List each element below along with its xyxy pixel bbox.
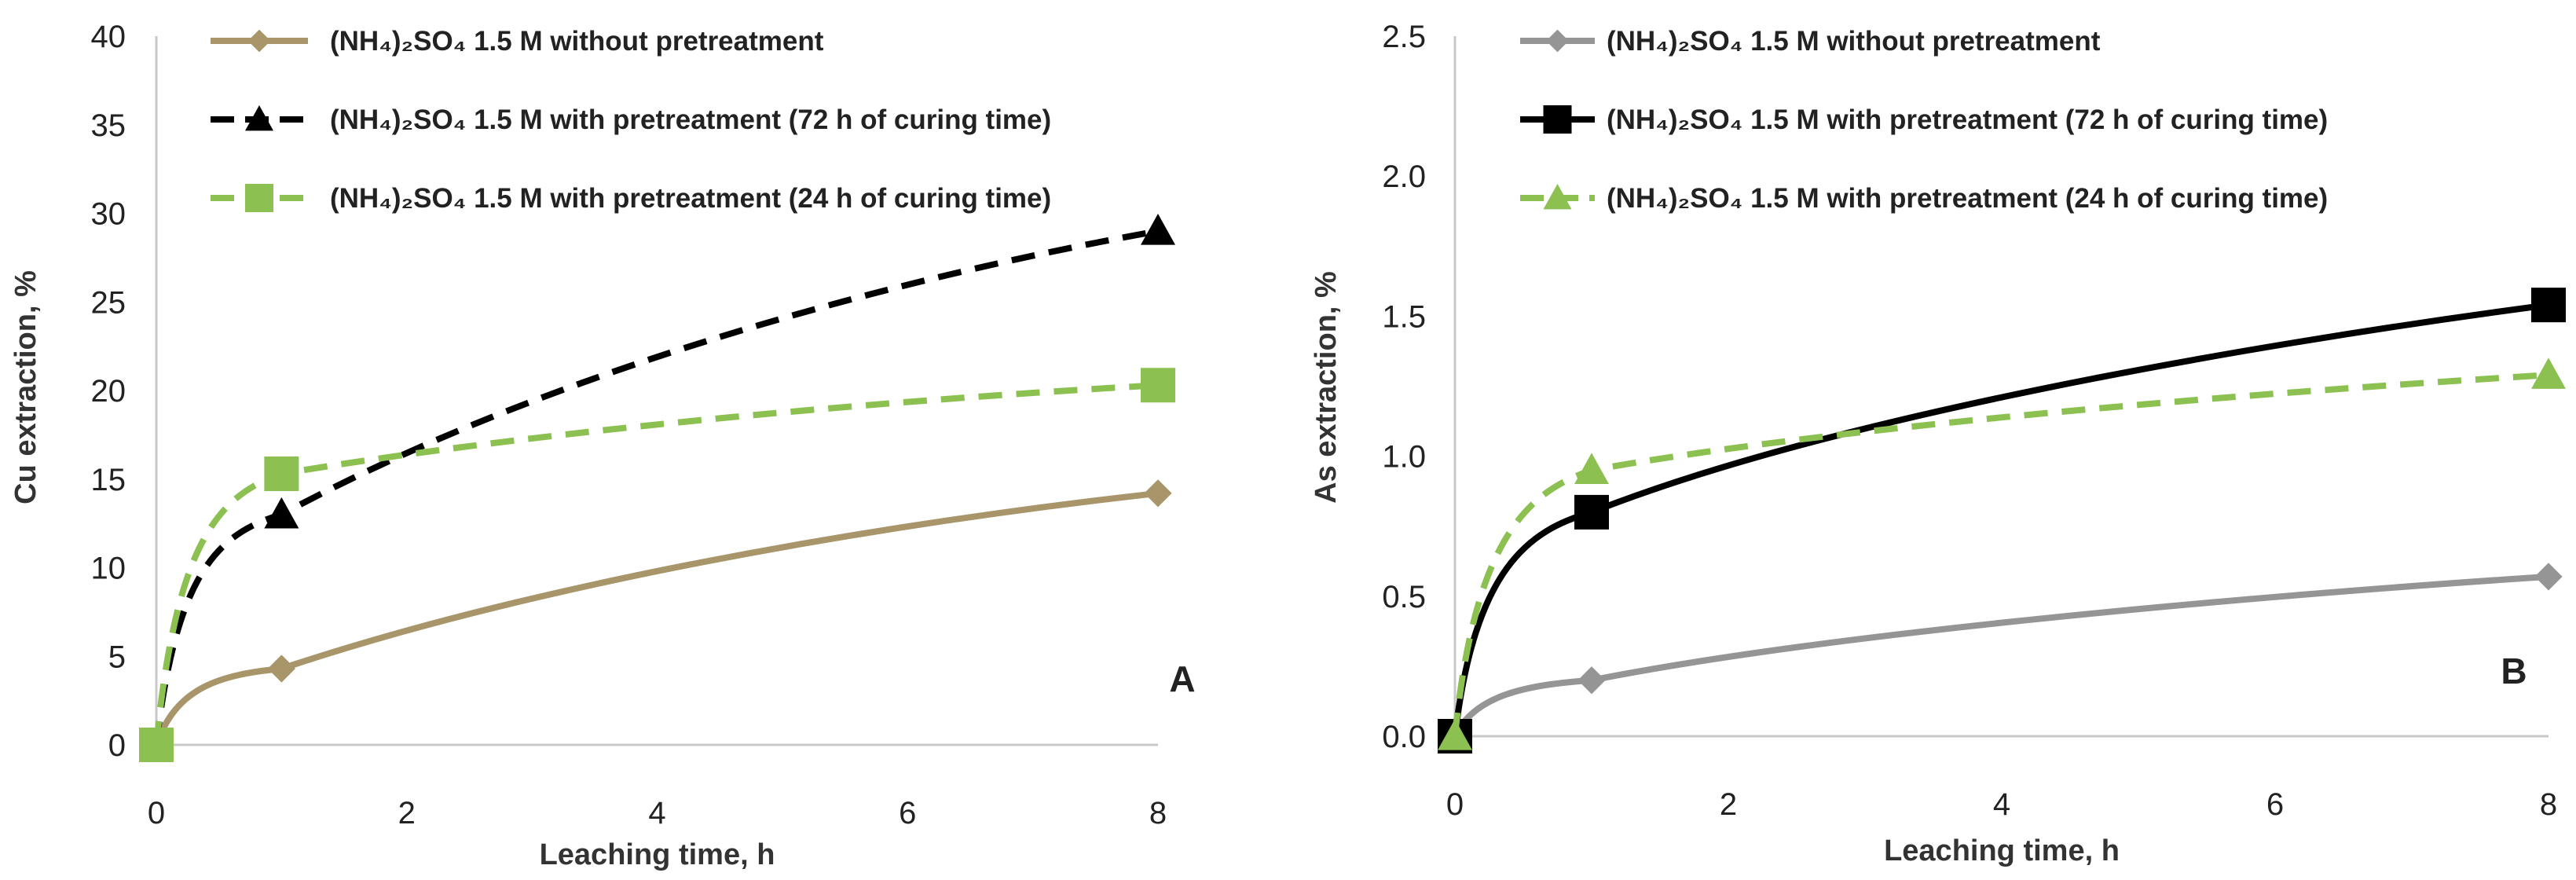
y-tick-label: 1.0 (1382, 440, 1426, 475)
data-point-triangle (1543, 184, 1572, 210)
data-point-triangle (2531, 358, 2566, 389)
data-point-triangle (1141, 214, 1175, 245)
legend-item: (NH₄)₂SO₄ 1.5 M without pretreatment (211, 26, 824, 57)
x-tick-label: 6 (2266, 787, 2284, 822)
series-line (1452, 372, 2549, 737)
data-point-diamond (267, 654, 295, 683)
data-point-triangle (1438, 719, 1472, 750)
y-axis-title: Cu extraction, % (9, 270, 42, 504)
chart-panel-B: 0.0 0.5 1.0 1.5 2.0 2.5 0 2 4 6 8 Leaching time, h A… (1310, 20, 2566, 867)
y-tick-label: 30 (91, 197, 126, 232)
series-line (1452, 573, 2549, 738)
x-tick-label: 8 (2540, 787, 2557, 822)
y-tick-label: 40 (91, 20, 126, 54)
data-point-diamond (2534, 563, 2563, 591)
data-point-diamond (1577, 666, 1606, 695)
series-2 (139, 368, 1175, 762)
data-point-square (1543, 105, 1572, 134)
data-point-diamond (1546, 29, 1569, 53)
y-tick-label: 0 (108, 728, 126, 763)
x-tick-label: 0 (148, 796, 165, 830)
chart-panel-A: 0 5 10 15 20 25 30 35 40 0 2 4 6 8 Leaching time, h Cu … (9, 20, 1196, 871)
series-line (153, 490, 1159, 746)
data-point-square (245, 184, 273, 212)
data-point-square (2531, 288, 2566, 323)
y-tick-label: 35 (91, 108, 126, 143)
legend-label: (NH₄)₂SO₄ 1.5 M with pretreatment (72 h … (330, 104, 1051, 135)
y-axis-title: As extraction, % (1310, 271, 1343, 504)
y-tick-label: 2.0 (1382, 160, 1426, 194)
series-1 (1438, 288, 2566, 754)
series-0 (1441, 563, 2563, 750)
x-tick-label: 4 (1993, 787, 2010, 822)
data-point-square (1141, 368, 1175, 403)
y-tick-label: 10 (91, 552, 126, 586)
series-0 (142, 479, 1172, 759)
data-point-triangle (264, 497, 299, 529)
legend-label: (NH₄)₂SO₄ 1.5 M with pretreatment (72 h … (1607, 104, 2328, 135)
legend-label: (NH₄)₂SO₄ 1.5 M with pretreatment (24 h … (1607, 183, 2328, 214)
y-tick-label: 1.5 (1382, 299, 1426, 334)
y-tick-label: 0.5 (1382, 580, 1426, 614)
data-point-triangle (1574, 453, 1609, 485)
y-tick-label: 2.5 (1382, 20, 1426, 54)
x-tick-label: 4 (648, 796, 665, 830)
data-point-diamond (1144, 479, 1172, 508)
data-point-square (1574, 494, 1609, 530)
data-point-triangle (245, 105, 273, 131)
legend-item: (NH₄)₂SO₄ 1.5 M with pretreatment (72 h … (1520, 104, 2328, 135)
x-axis-title: Leaching time, h (1884, 834, 2120, 867)
legend-item: (NH₄)₂SO₄ 1.5 M without pretreatment (1520, 26, 2101, 57)
legend-label: (NH₄)₂SO₄ 1.5 M with pretreatment (24 h … (330, 183, 1051, 214)
x-tick-label: 8 (1149, 796, 1167, 830)
x-axis-title: Leaching time, h (540, 838, 775, 871)
y-tick-label: 20 (91, 374, 126, 409)
series-line (153, 382, 1159, 746)
data-point-square (264, 456, 299, 491)
series-line (153, 228, 1159, 746)
x-tick-label: 2 (1720, 787, 1737, 822)
y-tick-label: 5 (108, 640, 126, 674)
x-tick-label: 6 (899, 796, 916, 830)
legend-item: (NH₄)₂SO₄ 1.5 M with pretreatment (72 h … (211, 104, 1051, 135)
panel-label: A (1169, 658, 1195, 699)
y-tick-label: 0.0 (1382, 720, 1426, 754)
panel-label: B (2501, 651, 2527, 691)
legend-item: (NH₄)₂SO₄ 1.5 M with pretreatment (24 h … (1520, 183, 2328, 214)
data-point-square (139, 728, 174, 762)
legend-label: (NH₄)₂SO₄ 1.5 M without pretreatment (1607, 26, 2101, 57)
x-tick-label: 0 (1446, 787, 1464, 822)
x-tick-label: 2 (398, 796, 416, 830)
y-tick-label: 15 (91, 463, 126, 497)
y-tick-label: 25 (91, 285, 126, 320)
legend-item: (NH₄)₂SO₄ 1.5 M with pretreatment (24 h … (211, 183, 1051, 214)
series-line (1452, 302, 2549, 737)
series-2 (1438, 358, 2566, 750)
legend-label: (NH₄)₂SO₄ 1.5 M without pretreatment (330, 26, 824, 57)
data-point-diamond (247, 29, 271, 53)
